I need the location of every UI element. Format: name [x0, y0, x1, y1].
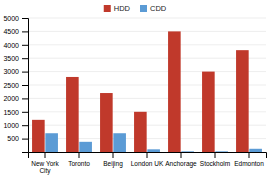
tick-label: 3000: [3, 68, 19, 75]
tick-mark: [22, 125, 28, 126]
tick-mark: [22, 31, 28, 32]
tick: Anchorage: [165, 152, 197, 168]
tick-mark: [22, 58, 28, 59]
bar: [45, 133, 58, 152]
legend-item: CDD: [140, 4, 167, 13]
grid-line: [28, 85, 266, 86]
tick-label-line: City: [39, 167, 51, 175]
legend-swatch: [104, 5, 111, 12]
grid-line: [28, 125, 266, 126]
bar: [100, 93, 113, 152]
tick-label: New YorkCity: [31, 160, 59, 175]
tick-label: 4000: [3, 42, 19, 49]
bar: [32, 120, 45, 152]
tick-mark: [215, 152, 216, 158]
tick-label: 5000: [3, 15, 19, 22]
tick: Edmonton: [234, 152, 264, 167]
bar: [113, 133, 126, 152]
legend-swatch: [140, 5, 147, 12]
legend: HDD CDD: [104, 4, 167, 13]
axis-line: [29, 153, 267, 159]
tick-label-line: Anchorage: [165, 160, 197, 168]
tick: New YorkCity: [31, 152, 59, 175]
tick-label: 2500: [3, 82, 19, 89]
tick-label: 1500: [3, 109, 19, 116]
grid: [28, 18, 266, 139]
tick-mark: [147, 152, 148, 158]
bar: [147, 149, 160, 152]
tick-mark: [22, 18, 28, 19]
bar: [66, 77, 79, 152]
tick-label-line: Stockholm: [200, 160, 230, 167]
tick-mark: [22, 112, 28, 113]
tick-label: Anchorage: [165, 160, 197, 168]
legend-label: CDD: [150, 4, 167, 13]
grid-line: [28, 138, 266, 139]
tick-label-line: New York: [31, 160, 59, 167]
tick: 1500: [3, 109, 28, 116]
x-axis: New YorkCity Toronto Beijing London UKAncho…: [29, 152, 267, 175]
tick: 3000: [3, 68, 28, 75]
grid-line: [28, 18, 266, 19]
tick-label: 3500: [3, 55, 19, 62]
tick: 1000: [3, 122, 28, 129]
tick: Stockholm: [200, 152, 230, 167]
tick: 2500: [3, 82, 28, 89]
tick-mark: [22, 72, 28, 73]
bar-series: [45, 133, 262, 152]
chart: 500 1000 1500 2000 2500 3000 3500 4000 4500 5000 N…: [0, 0, 270, 180]
tick-label-line: London UK: [131, 160, 164, 167]
tick: 5000: [3, 15, 28, 22]
tick-mark: [22, 85, 28, 86]
tick-label: Toronto: [68, 160, 90, 167]
grid-line: [28, 98, 266, 99]
legend-item: HDD: [104, 4, 131, 13]
grid-line: [28, 44, 266, 45]
tick-label: Beijing: [103, 160, 123, 168]
bar: [202, 72, 215, 152]
bar: [168, 31, 181, 152]
tick: 500: [7, 135, 28, 142]
grid-line: [28, 71, 266, 72]
bar: [181, 151, 194, 152]
tick: 4500: [3, 28, 28, 35]
tick: Beijing: [103, 152, 123, 168]
y-axis: 500 1000 1500 2000 2500 3000 3500 4000 4500 5000: [3, 15, 28, 153]
axis-line: [22, 19, 29, 153]
bar: [79, 142, 92, 152]
tick-mark: [22, 139, 28, 140]
tick-mark: [249, 152, 250, 158]
grid-line: [28, 31, 266, 32]
tick-mark: [22, 45, 28, 46]
bar-series: [32, 31, 249, 152]
bar: [215, 151, 228, 152]
tick-label: 4500: [3, 28, 19, 35]
tick: 3500: [3, 55, 28, 62]
tick-label-line: Toronto: [68, 160, 90, 167]
bar: [134, 112, 147, 152]
bar: [236, 50, 249, 152]
tick-label: 500: [7, 135, 19, 142]
grid-line: [28, 111, 266, 112]
tick-label-line: Edmonton: [234, 160, 264, 167]
tick-mark: [45, 152, 46, 158]
tick: 2000: [3, 95, 28, 102]
tick: Toronto: [68, 152, 90, 167]
tick: 4000: [3, 42, 28, 49]
tick-label: Edmonton: [234, 160, 264, 167]
tick: London UK: [131, 152, 164, 167]
tick-label: 2000: [3, 95, 19, 102]
tick-label-line: Beijing: [103, 160, 123, 168]
tick-mark: [79, 152, 80, 158]
tick-label: 1000: [3, 122, 19, 129]
tick-label: Stockholm: [200, 160, 230, 167]
tick-mark: [113, 152, 114, 158]
grid-line: [28, 58, 266, 59]
legend-label: HDD: [114, 4, 131, 13]
tick-label: London UK: [131, 160, 164, 167]
bars: [32, 31, 262, 152]
bar: [249, 149, 262, 152]
tick-mark: [22, 98, 28, 99]
tick-mark: [181, 152, 182, 158]
